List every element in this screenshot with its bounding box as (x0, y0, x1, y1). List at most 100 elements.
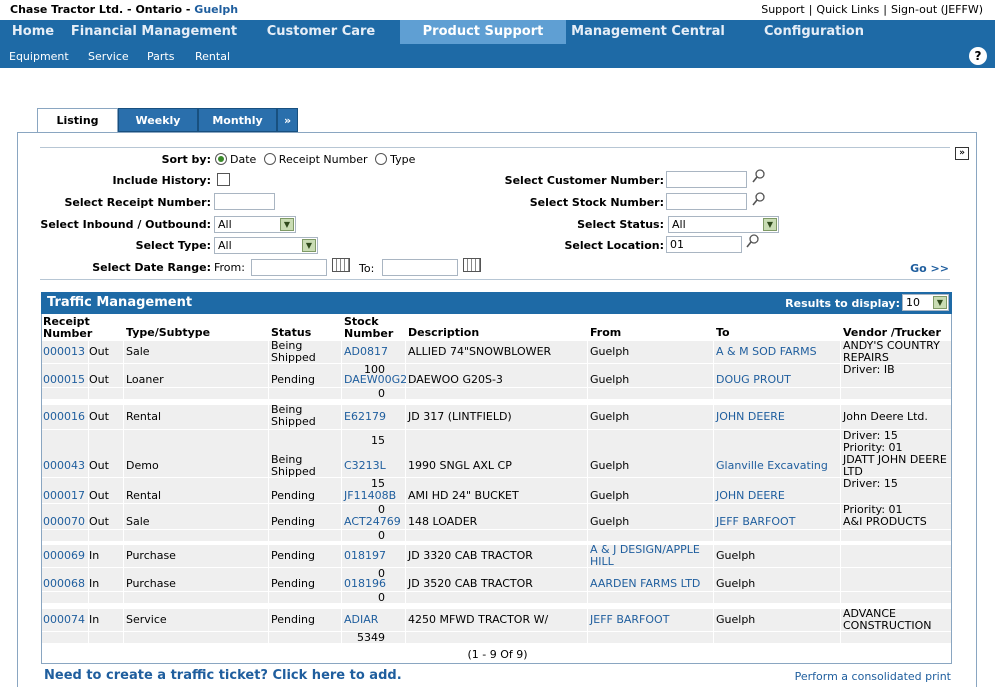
receipt-number-link[interactable]: 000017 (43, 489, 85, 502)
column-divider (123, 545, 124, 579)
receipt-number-link[interactable]: 000074 (43, 613, 85, 626)
tab-listing[interactable]: Listing (37, 108, 118, 133)
status-select[interactable]: All ▼ (668, 216, 779, 233)
stock-number-input[interactable] (666, 193, 747, 210)
vendor-detail-cell: Driver: JB (843, 363, 895, 376)
stock-number-link[interactable]: C3213L (344, 459, 386, 472)
date-to-input[interactable] (382, 259, 458, 276)
search-icon[interactable] (746, 234, 760, 248)
from-cell[interactable]: AARDEN FARMS LTD (590, 577, 701, 590)
type-cell: Service (126, 613, 167, 626)
type-select[interactable]: All ▼ (214, 237, 318, 254)
receipt-number-link[interactable]: 000016 (43, 410, 85, 423)
stock-number-link[interactable]: ACT24769 (344, 515, 401, 528)
from-cell[interactable]: JEFF BARFOOT (590, 613, 670, 626)
nav-tab-customer-care[interactable]: Customer Care (266, 24, 376, 39)
receipt-number-input[interactable] (214, 193, 275, 210)
column-divider (713, 373, 714, 399)
stock-number-link[interactable]: DAEW00G2 (344, 373, 408, 386)
stock-number-link[interactable]: 018196 (344, 577, 386, 590)
table-row (42, 609, 951, 631)
vendor-detail-cell: Priority: 01 (843, 503, 903, 516)
vendor-cell: John Deere Ltd. (843, 410, 928, 423)
column-divider (88, 373, 89, 399)
location-input[interactable]: 01 (666, 236, 742, 253)
description-cell: 4250 MFWD TRACTOR W/ (408, 613, 549, 626)
to-cell[interactable]: Glanville Excavating (716, 459, 828, 472)
receipt-number-link[interactable]: 000013 (43, 345, 85, 358)
include-history-checkbox[interactable] (217, 173, 230, 186)
subnav-rental[interactable]: Rental (195, 50, 230, 63)
sort-receipt-radio[interactable] (263, 153, 276, 165)
calendar-icon[interactable] (332, 258, 350, 272)
nav-tab-management-central[interactable]: Management Central (571, 24, 725, 39)
tab-weekly[interactable]: Weekly (118, 108, 198, 132)
nav-tab-configuration[interactable]: Configuration (764, 24, 864, 39)
receipt-number-link[interactable]: 000068 (43, 577, 85, 590)
tab-monthly[interactable]: Monthly (198, 108, 277, 132)
sort-date-radio[interactable] (215, 153, 227, 165)
date-from-input[interactable] (251, 259, 327, 276)
column-divider (405, 515, 406, 541)
nav-tab-product-support[interactable]: Product Support (400, 20, 566, 44)
receipt-number-link[interactable]: 000070 (43, 515, 85, 528)
receipt-number-link[interactable]: 000069 (43, 549, 85, 562)
column-divider (840, 373, 841, 399)
inout-select[interactable]: All ▼ (214, 216, 296, 233)
search-icon[interactable] (752, 169, 766, 183)
expand-icon[interactable]: » (955, 147, 969, 160)
column-divider (88, 609, 89, 643)
column-divider (713, 489, 714, 515)
consolidated-print-link[interactable]: Perform a consolidated print (794, 670, 951, 683)
location-link[interactable]: Guelph (194, 3, 239, 16)
description-cell: 1990 SNGL AXL CP (408, 459, 512, 472)
column-divider (587, 609, 588, 643)
vendor-cell: JDATT JOHN DEERE LTD (843, 453, 947, 478)
column-divider (88, 489, 89, 515)
stock-number-link[interactable]: E62179 (344, 410, 386, 423)
stock-number-link[interactable]: JF11408B (344, 489, 397, 502)
tab-more[interactable]: » (277, 108, 298, 132)
stock-number-link[interactable]: 018197 (344, 549, 386, 562)
quantity-cell: 100 (364, 363, 385, 376)
search-icon[interactable] (752, 192, 766, 206)
traffic-table (41, 314, 952, 664)
nav-tab-home[interactable]: Home (11, 24, 55, 39)
table-row (42, 373, 951, 387)
results-select[interactable]: 10 ▼ (902, 294, 949, 311)
listing-panel (17, 132, 977, 687)
subnav-service[interactable]: Service (88, 50, 129, 63)
receipt-number-link[interactable]: 000015 (43, 373, 85, 386)
to-cell[interactable]: JOHN DEERE (716, 489, 785, 502)
description-cell: JD 3520 CAB TRACTOR (408, 577, 533, 590)
receipt-number-link[interactable]: 000043 (43, 459, 85, 472)
from-cell[interactable]: A & J DESIGN/APPLE HILL (590, 543, 700, 568)
table-subrow (42, 568, 951, 579)
to-cell[interactable]: A & M SOD FARMS (716, 345, 817, 358)
calendar-icon[interactable] (463, 258, 481, 272)
column-divider (268, 373, 269, 399)
customer-number-input[interactable] (666, 171, 747, 188)
subnav-parts[interactable]: Parts (147, 50, 175, 63)
from-cell: Guelph (590, 515, 630, 528)
stock-number-link[interactable]: AD0817 (344, 345, 388, 358)
quick-links-link[interactable]: Quick Links (816, 3, 880, 16)
sort-type-radio[interactable] (375, 153, 388, 165)
column-divider (405, 341, 406, 375)
to-cell[interactable]: DOUG PROUT (716, 373, 791, 386)
type-cell: Rental (126, 410, 161, 423)
to-cell[interactable]: JOHN DEERE (716, 410, 785, 423)
customer-number-label: Select Customer Number: (504, 174, 664, 187)
subnav-equipment[interactable]: Equipment (9, 50, 69, 63)
col-description: Description (408, 326, 480, 339)
add-ticket-link[interactable]: Need to create a traffic ticket? Click h… (44, 668, 402, 683)
support-link[interactable]: Support (761, 3, 805, 16)
go-button[interactable]: Go >> (910, 262, 949, 275)
stock-number-link[interactable]: ADIAR (344, 613, 379, 626)
to-cell[interactable]: JEFF BARFOOT (716, 515, 796, 528)
column-divider (405, 577, 406, 603)
signout-link[interactable]: Sign-out (JEFFW) (891, 3, 983, 16)
nav-tab-financial-management[interactable]: Financial Management (70, 24, 238, 39)
type-cell: Purchase (126, 549, 176, 562)
help-icon[interactable]: ? (969, 47, 987, 65)
